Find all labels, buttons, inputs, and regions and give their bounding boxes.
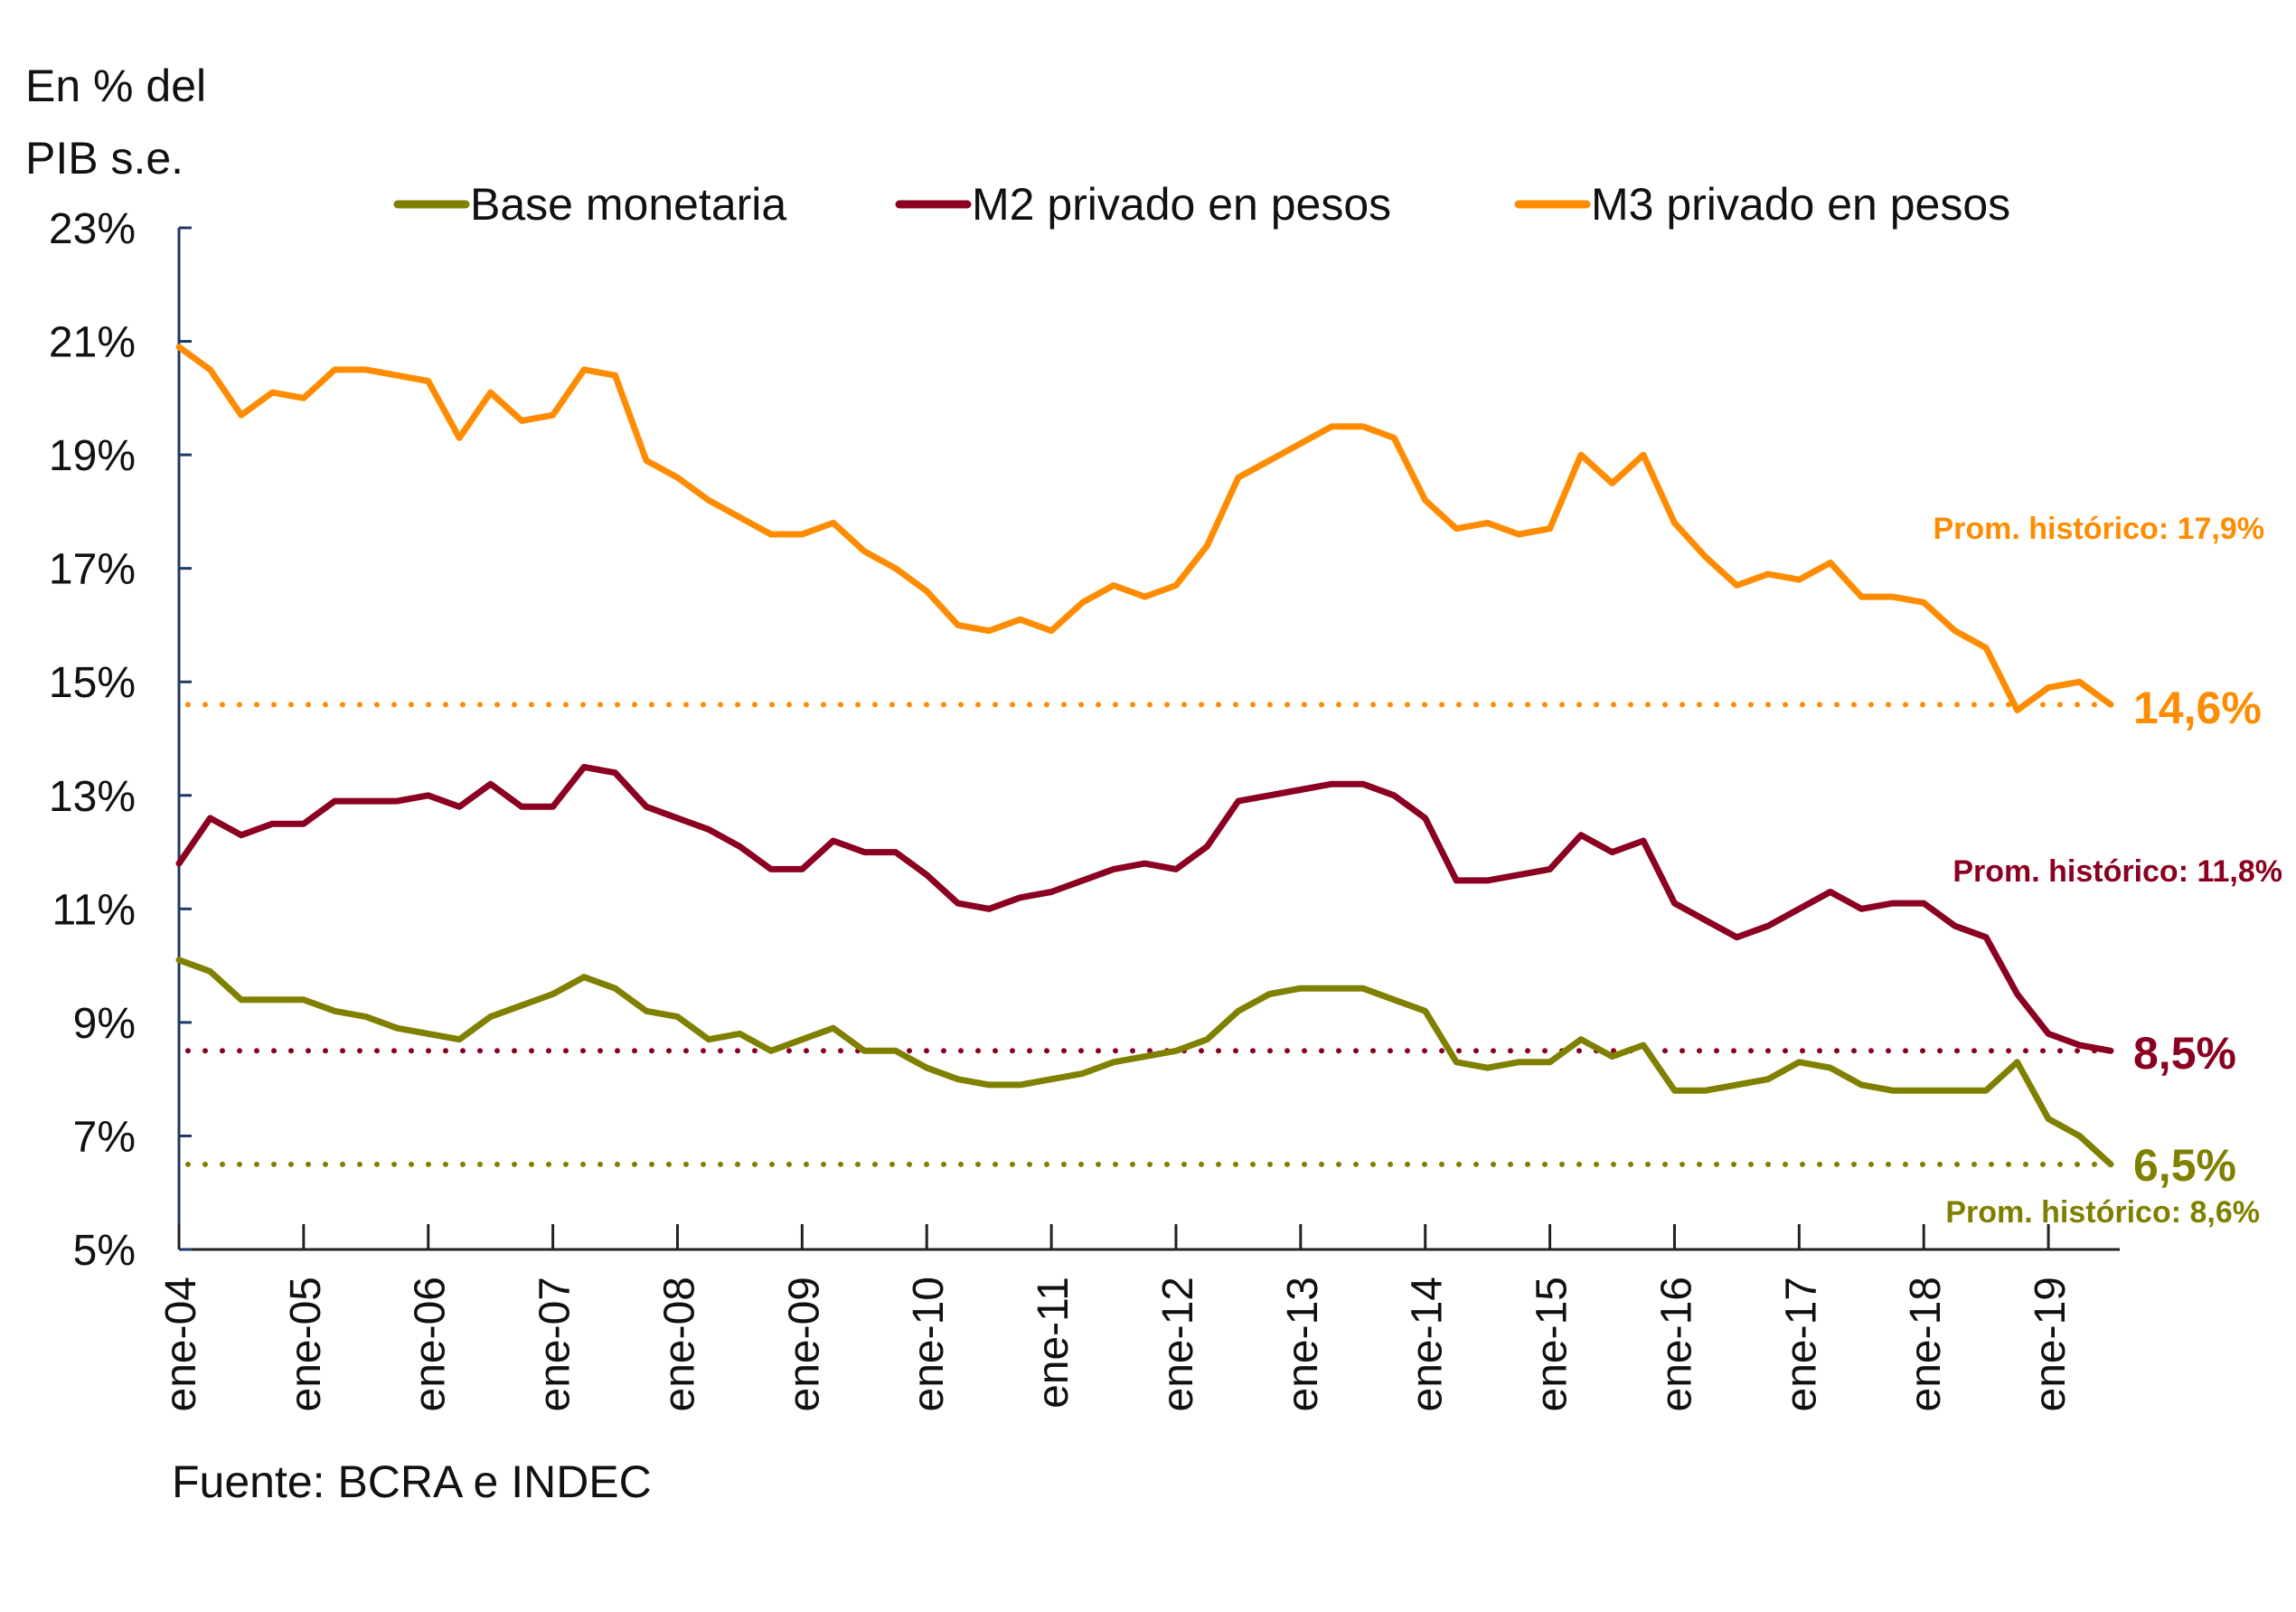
y-tick-label: 15% (49, 659, 136, 707)
x-tick-label: ene-15 (1529, 1277, 1576, 1411)
legend-label: M2 privado en pesos (972, 179, 1391, 230)
x-tick-label: ene-09 (780, 1277, 828, 1411)
x-tick-label: ene-16 (1652, 1277, 1700, 1411)
x-tick-label: ene-08 (655, 1277, 703, 1411)
base-last-value-label: 6,5% (2133, 1140, 2236, 1191)
x-tick-label: ene-05 (282, 1277, 330, 1411)
series-line-m2-privado-en-pesos (175, 763, 2114, 1054)
m2-last-value-label: 8,5% (2133, 1028, 2236, 1079)
x-tick-label: ene-07 (532, 1277, 579, 1411)
base-average-label: Prom. histórico: 8,6% (1945, 1195, 2260, 1230)
y-tick-label: 9% (73, 1000, 136, 1048)
x-tick-label: ene-14 (1404, 1277, 1452, 1411)
x-tick-label: ene-10 (905, 1277, 953, 1411)
y-tick-label: 17% (49, 546, 136, 594)
series-line-m3-privado-en-pesos (175, 344, 2114, 714)
source-note: Fuente: BCRA e INDEC (172, 1456, 652, 1507)
y-tick-label: 7% (73, 1113, 136, 1161)
m3-last-value-label: 14,6% (2133, 683, 2262, 733)
y-tick-label: 19% (49, 432, 136, 480)
x-tick-label: ene-12 (1154, 1277, 1202, 1411)
x-tick-label: ene-18 (1902, 1277, 1950, 1411)
legend-label: Base monetaria (470, 179, 786, 230)
y-tick-label: 11% (52, 886, 136, 934)
x-tick-label: ene-04 (157, 1277, 205, 1411)
y-tick-label: 5% (73, 1227, 136, 1275)
x-tick-label: ene-06 (407, 1277, 455, 1411)
y-tick-label: 21% (49, 319, 136, 367)
m2-average-label: Prom. histórico: 11,8% (1953, 854, 2282, 889)
m3-average-label: Prom. histórico: 17,9% (1933, 512, 2264, 546)
y-tick-label: 23% (49, 205, 136, 253)
y-tick-label: 13% (49, 773, 136, 821)
series-line-base-monetaria (175, 957, 2114, 1168)
x-tick-label: ene-17 (1777, 1277, 1825, 1411)
x-tick-label: ene-11 (1030, 1277, 1077, 1409)
y-axis-unit-label: En % del PIB s.e. (25, 61, 207, 184)
legend-label: M3 privado en pesos (1591, 179, 2010, 230)
x-tick-label: ene-13 (1279, 1277, 1327, 1411)
x-tick-label: ene-19 (2027, 1277, 2075, 1411)
